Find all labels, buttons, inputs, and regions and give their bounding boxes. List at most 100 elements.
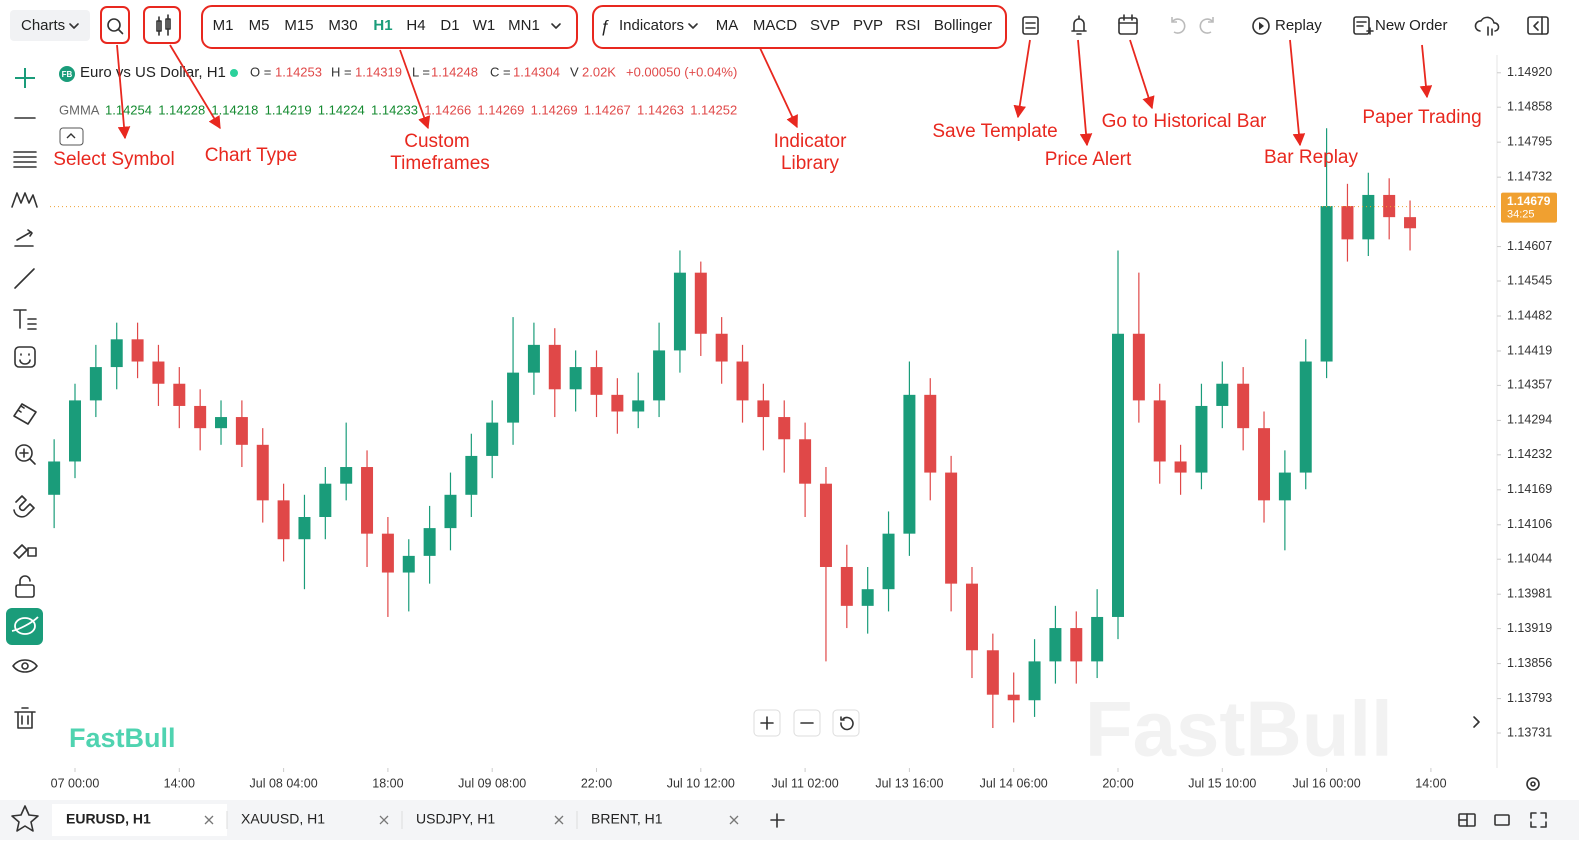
candle-body — [110, 339, 123, 368]
background-watermark: FastBull — [1085, 685, 1393, 773]
replay-icon[interactable] — [1252, 17, 1270, 35]
candle-body — [548, 344, 561, 390]
y-tick-label: 1.13793 — [1507, 691, 1552, 705]
indicator[interactable]: Bollinger — [934, 17, 992, 34]
x-tick-label: Jul 10 12:00 — [667, 776, 735, 790]
y-tick-label: 1.14732 — [1507, 169, 1552, 183]
tab-label[interactable]: BRENT, H1 — [591, 811, 663, 827]
candle-body — [277, 500, 290, 540]
candle-body — [69, 400, 81, 462]
candle-body — [1404, 217, 1417, 229]
timeframe[interactable]: MN1 — [508, 17, 540, 34]
candle-body — [986, 650, 999, 695]
gmma-value: 1.14228 — [158, 102, 205, 117]
alert-icon[interactable] — [1071, 15, 1087, 35]
cloud-icon[interactable] — [1474, 16, 1500, 36]
undo-redo[interactable] — [1171, 17, 1214, 34]
candle-body — [757, 400, 770, 418]
add-tab[interactable] — [770, 813, 785, 828]
timeframe[interactable]: W1 — [473, 17, 496, 34]
tab-close[interactable] — [729, 815, 739, 825]
gmma-value: 1.14224 — [318, 102, 365, 117]
candle-body — [1070, 628, 1083, 662]
candle-body — [486, 422, 499, 456]
tab-label[interactable]: XAUUSD, H1 — [241, 811, 325, 827]
history-icon[interactable] — [1118, 14, 1138, 35]
tab-close[interactable] — [554, 815, 564, 825]
gmma-value: 1.14218 — [211, 102, 258, 117]
indicators-button[interactable]: Indicators — [619, 17, 684, 34]
indicator[interactable]: PVP — [853, 17, 883, 34]
x-tick-label: Jul 13 16:00 — [875, 776, 943, 790]
tab-label[interactable]: EURUSD, H1 — [66, 811, 151, 827]
annotation: Save Template — [932, 121, 1057, 142]
candle-body — [715, 333, 728, 362]
active-tab[interactable] — [52, 804, 227, 836]
annotation: Bar Replay — [1264, 147, 1358, 168]
new-order-button[interactable]: New Order — [1375, 17, 1448, 34]
x-tick-label: Jul 14 06:00 — [980, 776, 1048, 790]
zoom-controls[interactable] — [753, 709, 860, 737]
y-tick-label: 1.14607 — [1507, 239, 1552, 253]
annotation-arrow — [1419, 44, 1433, 99]
annotation: Paper Trading — [1362, 107, 1481, 128]
chart-type-icon[interactable] — [156, 14, 171, 36]
legend-label: H = — [331, 64, 352, 79]
candle-body — [882, 533, 895, 590]
indicator[interactable]: MACD — [753, 17, 797, 34]
y-tick-label: 1.14545 — [1507, 273, 1552, 287]
y-tick-label: 1.13981 — [1507, 586, 1552, 600]
legend-label: V — [570, 64, 579, 79]
symbol-badge-text: FB — [62, 70, 73, 79]
new-order-icon[interactable] — [1353, 16, 1374, 35]
tab-label[interactable]: USDJPY, H1 — [416, 811, 495, 827]
y-tick-label: 1.13731 — [1507, 725, 1552, 739]
candle-body — [945, 472, 958, 584]
timeframe[interactable]: M30 — [328, 17, 357, 34]
timeframe[interactable]: H1 — [373, 17, 392, 34]
candle-body — [507, 372, 520, 423]
indicator[interactable]: SVP — [810, 17, 840, 34]
candle-body — [736, 361, 749, 401]
collapse-icon[interactable] — [1527, 16, 1549, 35]
favorites-icon[interactable] — [11, 805, 39, 832]
timeframe[interactable]: M15 — [284, 17, 313, 34]
candle-body — [194, 405, 207, 429]
timeframe[interactable]: M1 — [213, 17, 234, 34]
layout-icons[interactable] — [1458, 812, 1547, 828]
timeframe[interactable]: H4 — [406, 17, 425, 34]
left-toolbar[interactable] — [6, 68, 43, 729]
candle-body — [840, 566, 853, 606]
indicator[interactable]: MA — [716, 17, 739, 34]
settings-icon[interactable] — [1526, 777, 1540, 791]
timeframe-more[interactable] — [551, 23, 561, 29]
search-icon[interactable] — [107, 18, 124, 35]
tab-close[interactable] — [379, 815, 389, 825]
candle-body — [861, 589, 874, 606]
candle-body — [527, 344, 540, 373]
y-tick-label: 1.13919 — [1507, 621, 1552, 635]
countdown-label: 34:25 — [1507, 209, 1535, 221]
candle-body — [1028, 661, 1041, 701]
save-template-icon[interactable] — [1022, 16, 1039, 35]
timeframe[interactable]: M5 — [249, 17, 270, 34]
collapse-legend[interactable] — [59, 127, 84, 146]
indicator[interactable]: RSI — [895, 17, 920, 34]
candle-body — [1195, 405, 1208, 473]
replay-button[interactable]: Replay — [1275, 17, 1322, 34]
y-tick-label: 1.14044 — [1507, 552, 1552, 566]
annotation: Indicator — [774, 131, 848, 152]
scroll-right[interactable] — [1473, 716, 1480, 728]
candle-body — [903, 394, 916, 534]
charts-label[interactable]: Charts — [21, 17, 65, 34]
indicator-icon: ƒ — [600, 16, 609, 35]
candle-body — [694, 272, 707, 334]
candle-body — [632, 400, 645, 412]
annotation: Go to Historical Bar — [1102, 111, 1267, 132]
timeframe[interactable]: D1 — [440, 17, 459, 34]
charts-button[interactable] — [10, 10, 90, 41]
x-tick-label: Jul 15 10:00 — [1188, 776, 1256, 790]
candle-body — [173, 383, 186, 406]
tab-close[interactable] — [204, 815, 214, 825]
